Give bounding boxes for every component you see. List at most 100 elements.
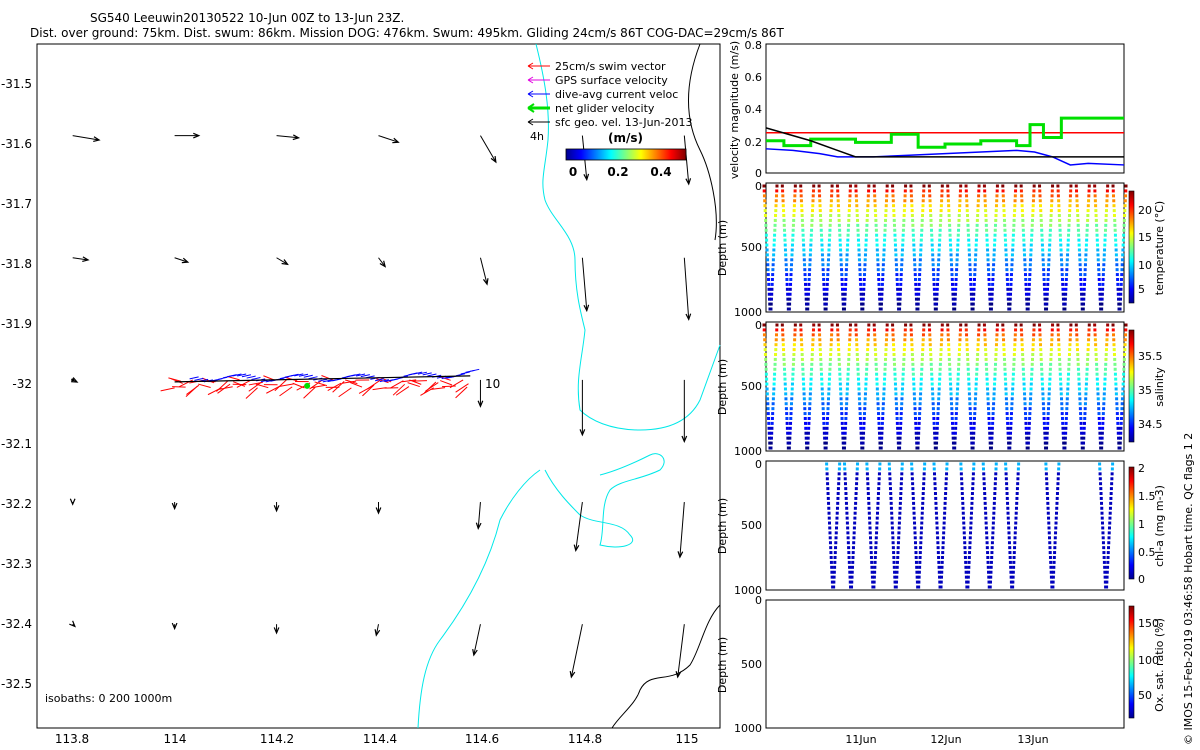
section-sample <box>943 511 947 515</box>
section-sample <box>921 333 925 337</box>
section-sample <box>901 243 905 247</box>
section-sample <box>820 387 824 391</box>
section-sample <box>893 238 897 242</box>
section-sample <box>1102 407 1106 411</box>
chlorophyll-panel: 0 500 1000 Depth (m) 0 0.5 1 1.5 2 chl-a… <box>716 458 1166 597</box>
section-sample <box>830 333 834 337</box>
section-sample <box>839 263 843 267</box>
section-sample <box>1022 243 1026 247</box>
section-sample <box>850 570 854 574</box>
section-sample <box>958 333 962 337</box>
section-sample <box>976 348 980 352</box>
section-sample <box>861 302 865 306</box>
section-sample <box>988 292 992 296</box>
vector-arrowhead <box>273 505 280 513</box>
section-sample <box>1001 333 1005 337</box>
section-sample <box>1042 282 1046 286</box>
section-sample <box>995 194 999 198</box>
section-sample <box>895 282 899 286</box>
section-sample <box>934 307 938 311</box>
section-sample <box>793 184 797 188</box>
section-sample <box>1082 282 1086 286</box>
section-sample <box>770 416 774 420</box>
section-sample <box>897 536 901 540</box>
section-sample <box>1083 273 1087 277</box>
section-sample <box>858 416 862 420</box>
section-sample <box>944 482 948 486</box>
section-sample <box>1045 436 1049 440</box>
section-sample <box>1059 243 1063 247</box>
section-sample <box>875 238 879 242</box>
section-sample <box>853 516 857 520</box>
section-sample <box>772 382 776 386</box>
section-sample <box>977 328 981 332</box>
section-sample <box>891 333 895 337</box>
map-panel: 10 25cm/s swim vector GPS surface veloci… <box>1 43 721 746</box>
section-sample <box>933 472 937 476</box>
chlorophyll-axes-box <box>765 460 1125 591</box>
section-sample <box>895 268 899 272</box>
section-sample <box>1078 407 1082 411</box>
section-sample <box>1105 328 1109 332</box>
section-sample <box>988 580 992 584</box>
section-sample <box>782 214 786 218</box>
salinity-dives <box>762 323 1128 450</box>
section-sample <box>1049 357 1053 361</box>
section-sample <box>991 416 995 420</box>
section-sample <box>946 194 950 198</box>
section-sample <box>848 323 852 327</box>
section-sample <box>799 194 803 198</box>
section-sample <box>961 496 965 500</box>
section-sample <box>1118 307 1122 311</box>
section-sample <box>1116 292 1120 296</box>
section-sample <box>1066 387 1070 391</box>
section-sample <box>1008 302 1012 306</box>
section-sample <box>764 372 768 376</box>
isobaths-note: isobaths: 0 200 1000m <box>45 692 172 705</box>
section-sample <box>1085 238 1089 242</box>
cbar-tick: 5 <box>1138 283 1145 296</box>
section-sample <box>950 273 954 277</box>
section-sample <box>1059 382 1063 386</box>
section-sample <box>1021 357 1025 361</box>
section-sample <box>783 377 787 381</box>
section-sample <box>1121 382 1125 386</box>
section-sample <box>904 323 908 327</box>
section-sample <box>912 516 916 520</box>
section-sample <box>836 204 840 208</box>
section-sample <box>959 467 963 471</box>
section-sample <box>934 446 938 450</box>
section-sample <box>825 462 829 466</box>
section-sample <box>806 307 810 311</box>
section-sample <box>898 441 902 445</box>
section-sample <box>951 292 955 296</box>
section-sample <box>939 580 943 584</box>
section-sample <box>1057 338 1061 342</box>
map-colorbar-title: (m/s) <box>608 131 643 145</box>
section-sample <box>1121 238 1125 242</box>
section-sample <box>881 407 885 411</box>
section-sample <box>830 570 834 574</box>
section-sample <box>790 397 794 401</box>
section-sample <box>1113 362 1117 366</box>
section-sample <box>1009 273 1013 277</box>
oxygen-cbar-label: Ox. sat. ratio (%) <box>1153 618 1166 712</box>
section-sample <box>994 467 998 471</box>
section-sample <box>914 436 918 440</box>
section-sample <box>1105 338 1109 342</box>
map-legend: 25cm/s swim vector GPS surface velocity … <box>527 60 692 179</box>
section-sample <box>903 343 907 347</box>
section-sample <box>1052 555 1056 559</box>
section-sample <box>921 194 925 198</box>
section-sample <box>940 575 944 579</box>
section-sample <box>987 407 991 411</box>
section-sample <box>1038 194 1042 198</box>
section-sample <box>990 287 994 291</box>
section-sample <box>876 263 880 267</box>
section-sample <box>826 277 830 281</box>
section-sample <box>1004 462 1008 466</box>
section-sample <box>862 277 866 281</box>
section-sample <box>1115 402 1119 406</box>
section-sample <box>985 536 989 540</box>
section-sample <box>930 243 934 247</box>
